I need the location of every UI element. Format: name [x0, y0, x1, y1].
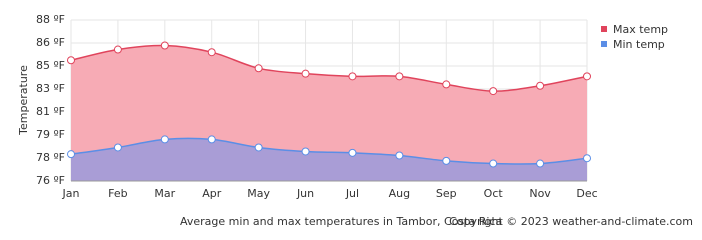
data-point — [395, 72, 404, 81]
data-point — [254, 143, 263, 152]
chart: Temperature Average min and max temperat… — [17, 13, 693, 228]
data-point — [489, 87, 498, 96]
area-fill — [71, 138, 587, 181]
x-tick-label: Apr — [202, 187, 222, 200]
y-tick-label: 88 ºF — [36, 13, 65, 26]
data-point — [67, 56, 75, 65]
data-point — [442, 156, 451, 165]
legend-label: Max temp — [613, 23, 668, 36]
data-point — [254, 64, 263, 73]
x-tick-label: Jan — [62, 187, 80, 200]
y-tick-label: 83 ºF — [36, 82, 65, 95]
y-axis-label: Temperature — [17, 65, 30, 136]
y-tick-label: 86 ºF — [36, 36, 65, 49]
data-point — [207, 135, 216, 144]
data-point — [583, 72, 591, 81]
data-point — [160, 41, 169, 50]
data-point — [301, 147, 310, 156]
x-tick-label: Oct — [484, 187, 504, 200]
y-tick-label: 81 ºF — [36, 105, 65, 118]
x-tick-label: Dec — [576, 187, 597, 200]
data-point — [395, 151, 404, 160]
x-tick-label: Jul — [345, 187, 359, 200]
caption: Average min and max temperatures in Tamb… — [180, 215, 502, 228]
y-tick-label: 79 ºF — [36, 128, 65, 141]
data-point — [301, 69, 310, 78]
data-point — [113, 143, 122, 152]
x-tick-label: Mar — [154, 187, 175, 200]
copyright: Copyright © 2023 weather-and-climate.com — [449, 215, 693, 228]
data-point — [348, 148, 357, 157]
data-point — [489, 159, 498, 168]
data-point — [113, 45, 122, 54]
data-point — [583, 154, 591, 163]
legend-swatch — [601, 41, 607, 47]
x-tick-label: Jun — [296, 187, 314, 200]
x-tick-label: Sep — [436, 187, 457, 200]
y-tick-label: 85 ºF — [36, 59, 65, 72]
data-point — [160, 135, 169, 144]
data-point — [67, 150, 75, 159]
data-point — [536, 81, 545, 90]
x-tick-label: Aug — [389, 187, 410, 200]
data-point — [207, 48, 216, 57]
data-point — [442, 80, 451, 89]
data-point — [348, 72, 357, 81]
data-point — [536, 159, 545, 168]
legend-swatch — [601, 26, 607, 32]
x-tick-label: Nov — [529, 187, 551, 200]
y-tick-label: 78 ºF — [36, 151, 65, 164]
legend-label: Min temp — [613, 38, 665, 51]
x-tick-label: Feb — [108, 187, 127, 200]
y-tick-label: 76 ºF — [36, 174, 65, 187]
x-tick-label: May — [247, 187, 270, 200]
